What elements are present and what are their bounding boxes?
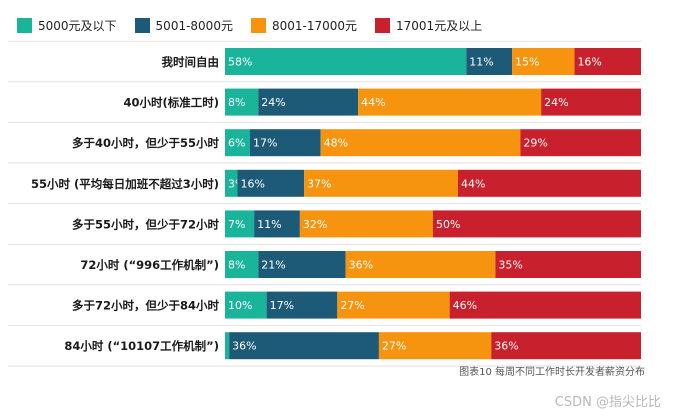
data-label: 27% bbox=[340, 299, 364, 312]
data-label: 35% bbox=[498, 259, 522, 272]
data-label: 44% bbox=[461, 177, 485, 190]
bar-segment bbox=[258, 88, 359, 116]
legend-item: 8001-17000元 bbox=[250, 17, 358, 34]
category-label: 多于55小时，但少于72小时 bbox=[72, 217, 220, 231]
legend-label: 17001元及以上 bbox=[396, 18, 483, 33]
bar-segment bbox=[225, 169, 238, 197]
data-label: 36% bbox=[349, 259, 373, 272]
legend-swatch bbox=[17, 17, 32, 33]
data-label: 37% bbox=[307, 177, 331, 190]
watermark: CSDN @指尖比比 bbox=[554, 395, 661, 410]
data-label: 10% bbox=[228, 299, 252, 312]
bar-segment bbox=[491, 332, 641, 360]
data-label: 16% bbox=[240, 177, 264, 190]
data-label: 11% bbox=[257, 218, 281, 231]
data-label: 48% bbox=[324, 137, 348, 150]
data-label: 50% bbox=[436, 218, 460, 231]
bar-segment bbox=[512, 48, 575, 75]
data-label: 8% bbox=[228, 259, 245, 272]
data-label: 17% bbox=[270, 299, 294, 312]
bar-segment bbox=[225, 48, 467, 75]
bar-segment bbox=[254, 210, 300, 238]
data-label: 15% bbox=[515, 56, 539, 69]
data-label: 32% bbox=[303, 218, 327, 231]
bar-segment bbox=[249, 129, 321, 157]
bar-segment bbox=[225, 251, 259, 278]
bar-segment bbox=[345, 251, 496, 278]
bar-segment bbox=[541, 88, 641, 116]
legend-swatch bbox=[134, 17, 150, 33]
bar-segment bbox=[466, 48, 513, 75]
data-label: 11% bbox=[469, 56, 493, 69]
legend-label: 5000元及以下 bbox=[38, 18, 117, 33]
bar-segment bbox=[457, 169, 641, 197]
bar-segment bbox=[433, 210, 641, 238]
bar-segment bbox=[225, 291, 267, 319]
bar-segment bbox=[337, 291, 450, 319]
legend-label: 5001-8000元 bbox=[155, 18, 233, 33]
bar-segment bbox=[358, 88, 542, 116]
category-label: 多于40小时，但少于55小时 bbox=[72, 136, 220, 150]
category-label: 72小时 (“996工作机制”) bbox=[80, 258, 219, 272]
category-label: 多于72小时，但少于84小时 bbox=[72, 299, 220, 313]
bar-segment bbox=[258, 251, 346, 278]
bar-segment bbox=[225, 210, 255, 238]
bar-segment bbox=[225, 129, 250, 157]
category-label: 55小时 (平均每日加班不超过3小时) bbox=[31, 177, 219, 191]
legend: 5000元及以下 5001-8000元 8001-17000元 17001元及以上 bbox=[17, 16, 500, 34]
category-label: 84小时 (“10107工作机制”) bbox=[64, 339, 219, 353]
legend-label: 8001-17000元 bbox=[271, 18, 358, 33]
data-label: 7% bbox=[228, 218, 245, 231]
bar-segment bbox=[266, 291, 338, 319]
bar-segment bbox=[320, 129, 521, 157]
category-label: 40小时(标准工时) bbox=[123, 96, 219, 110]
data-label: 36% bbox=[494, 340, 518, 353]
data-label: 17% bbox=[253, 137, 277, 150]
bar-segment bbox=[229, 332, 379, 360]
data-label: 58% bbox=[228, 56, 252, 69]
bar-segment bbox=[304, 169, 458, 197]
bar-segment bbox=[449, 291, 641, 319]
bar-segment bbox=[495, 251, 641, 278]
legend-swatch bbox=[375, 17, 391, 33]
data-label: 21% bbox=[261, 259, 285, 272]
data-label: 8% bbox=[228, 96, 245, 109]
data-label: 44% bbox=[361, 96, 385, 109]
data-label: 29% bbox=[523, 137, 547, 150]
bar-segment bbox=[520, 129, 641, 157]
bar-segment bbox=[574, 48, 641, 75]
legend-item: 5000元及以下 bbox=[17, 17, 117, 34]
bar-segment bbox=[225, 332, 230, 360]
data-label: 6% bbox=[228, 137, 245, 150]
chart-caption: 图表10 每周不同工作时长开发者薪资分布 bbox=[459, 367, 645, 378]
data-label: 27% bbox=[382, 340, 406, 353]
data-label: 16% bbox=[577, 56, 601, 69]
bar-segment bbox=[237, 169, 305, 197]
data-label: 46% bbox=[453, 299, 477, 312]
category-label: 我时间自由 bbox=[162, 55, 220, 69]
legend-item: 17001元及以上 bbox=[375, 17, 482, 34]
data-label: 24% bbox=[544, 96, 568, 109]
bar-segment bbox=[299, 210, 433, 238]
legend-item: 5001-8000元 bbox=[134, 17, 233, 34]
legend-swatch bbox=[250, 17, 266, 33]
bar-segment bbox=[378, 332, 492, 360]
bar-segment bbox=[225, 88, 259, 116]
data-label: 24% bbox=[261, 96, 285, 109]
data-label: 36% bbox=[232, 340, 256, 353]
